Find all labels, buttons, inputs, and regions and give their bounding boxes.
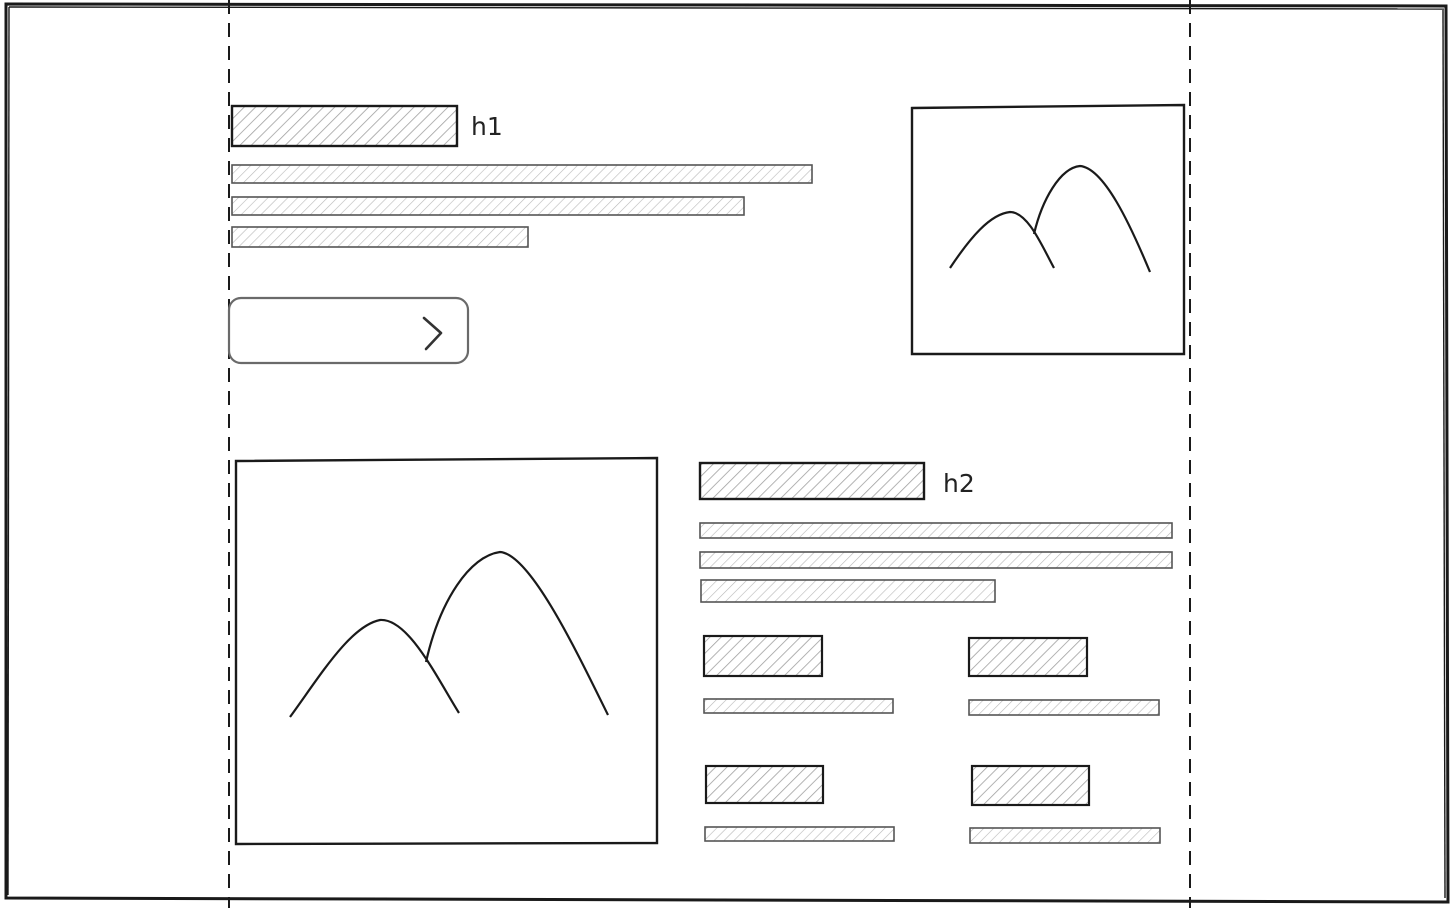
chevron-right-icon: [422, 316, 443, 351]
hero-image-placeholder: [910, 103, 1186, 356]
feature-item: [702, 634, 894, 714]
feature-heading-tag: h2: [943, 469, 975, 498]
feature-item: [969, 764, 1161, 844]
hero-heading-block: [230, 104, 459, 148]
hero-text-line: [231, 226, 529, 248]
feature-text-line: [700, 579, 996, 603]
feature-section: h2: [234, 456, 1173, 846]
feature-item-title-block: [704, 764, 825, 805]
feature-item-text-line: [704, 826, 895, 842]
feature-heading-block: [698, 461, 926, 501]
feature-item-title-block: [970, 764, 1091, 807]
feature-item-title-block: [967, 636, 1089, 678]
feature-item-text-line: [703, 698, 894, 714]
hero-text-line: [231, 164, 813, 184]
feature-image-placeholder: [234, 456, 659, 846]
mountain-image-icon: [949, 210, 1055, 269]
feature-item-title-block: [702, 634, 824, 678]
hero-heading-tag: h1: [471, 112, 503, 141]
hero-section: h1: [227, 103, 1186, 365]
mountain-image-icon: [289, 618, 460, 718]
feature-item-text-line: [968, 699, 1160, 716]
feature-text-line: [699, 551, 1173, 569]
feature-item: [967, 636, 1160, 716]
feature-text-line: [699, 522, 1173, 539]
hero-cta-button[interactable]: [227, 296, 470, 365]
hero-text-line: [231, 196, 745, 216]
feature-item-text-line: [969, 827, 1161, 844]
feature-item: [704, 764, 895, 842]
